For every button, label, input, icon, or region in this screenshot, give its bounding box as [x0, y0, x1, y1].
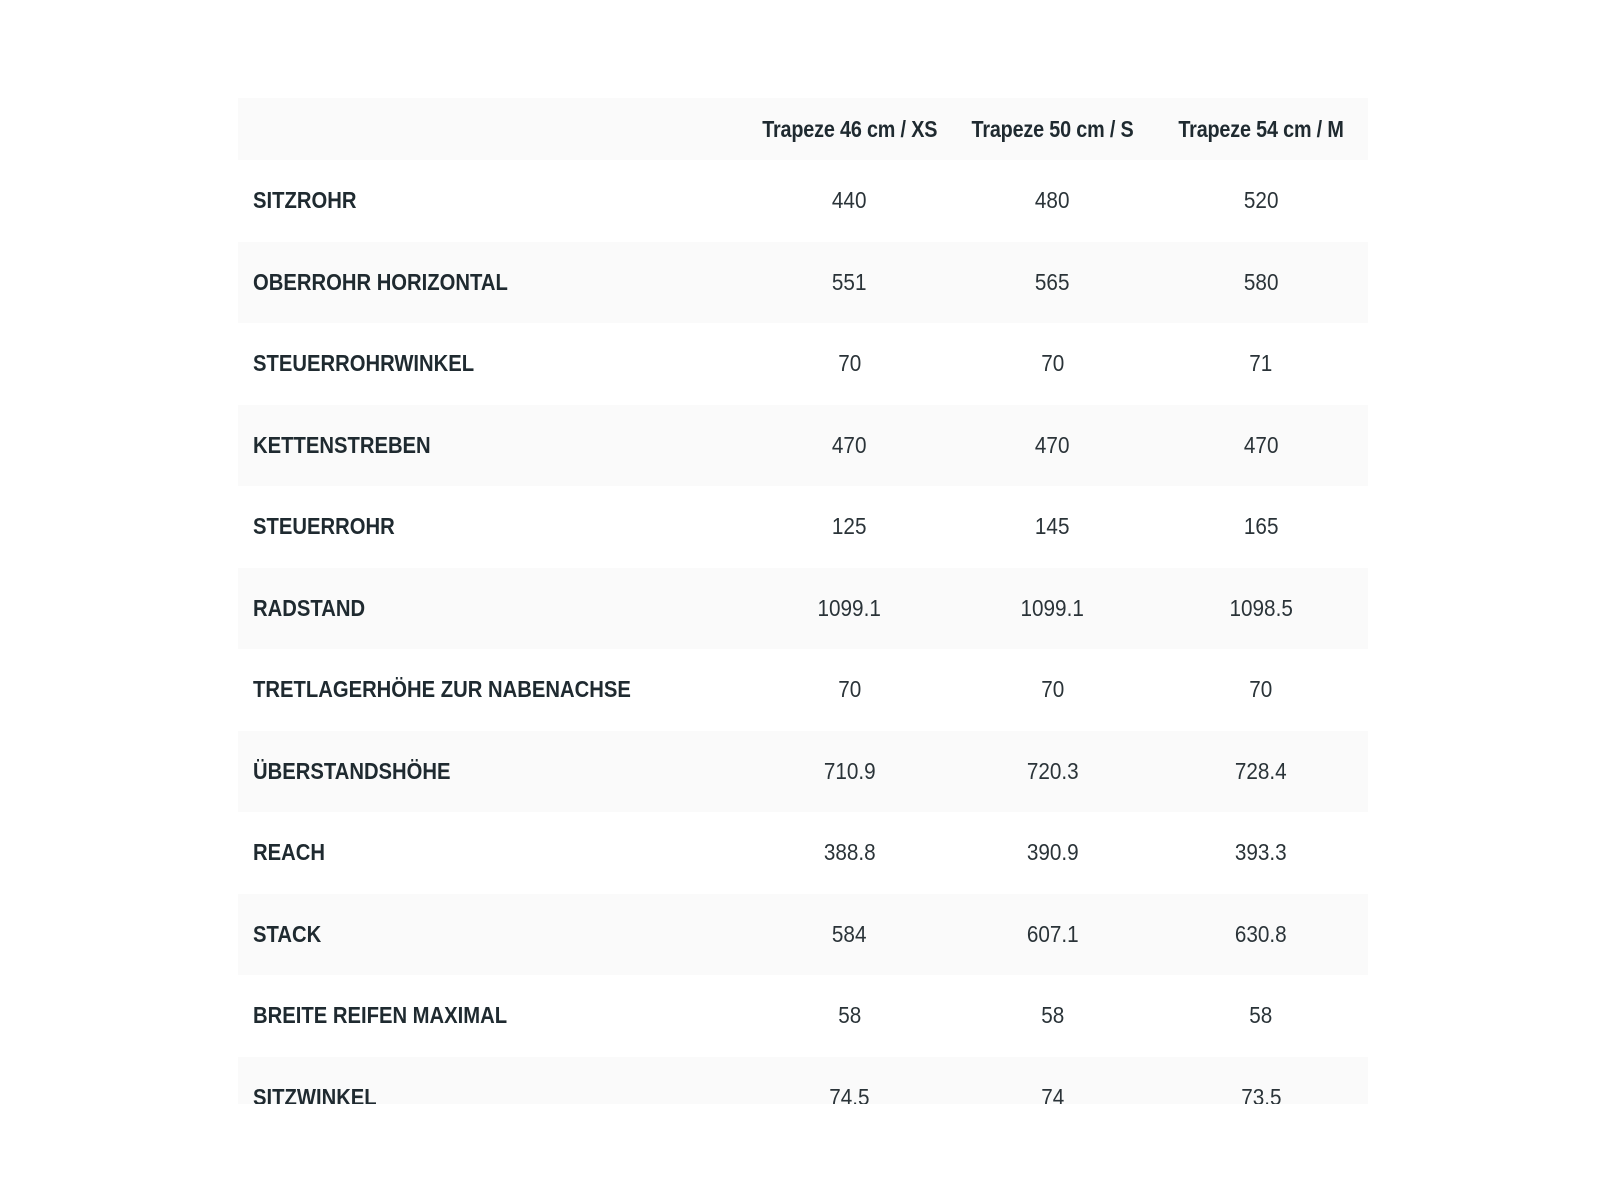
table-row: ÜBERSTANDSHÖHE 710.9 720.3 728.4: [238, 730, 1368, 812]
cell-value-m: 165: [1243, 513, 1279, 540]
row-label: STEUERROHRWINKEL: [253, 350, 475, 377]
cell-value-s: 390.9: [1026, 839, 1079, 866]
cell-value-m: 630.8: [1235, 920, 1287, 947]
cell-value-s: 70: [1040, 350, 1065, 377]
cell-value-m: 71: [1249, 350, 1273, 377]
row-label: SITZWINKEL: [253, 1083, 377, 1104]
cell-value-s: 1099.1: [1020, 594, 1085, 621]
cell-value-m: 1098.5: [1229, 594, 1293, 621]
row-label: SITZROHR: [253, 187, 357, 214]
table-row: SITZWINKEL 74.5 74 73.5: [238, 1056, 1368, 1104]
table-row: REACH 388.8 390.9 393.3: [238, 812, 1368, 894]
table-row: OBERROHR HORIZONTAL 551 565 580: [238, 241, 1368, 323]
row-label: OBERROHR HORIZONTAL: [253, 268, 508, 295]
cell-value-xs: 74.5: [829, 1083, 870, 1104]
cell-value-s: 607.1: [1026, 920, 1079, 947]
cell-value-xs: 70: [837, 676, 862, 703]
header-size-m: Trapeze 54 cm / M: [1178, 115, 1344, 142]
cell-value-xs: 1099.1: [817, 594, 882, 621]
table-row: STACK 584 607.1 630.8: [238, 893, 1368, 975]
cell-value-m: 470: [1243, 431, 1279, 458]
cell-value-s: 470: [1035, 431, 1070, 458]
row-label: ÜBERSTANDSHÖHE: [253, 757, 451, 784]
cell-value-m: 580: [1243, 268, 1279, 295]
row-label: TRETLAGERHÖHE ZUR NABENACHSE: [253, 676, 631, 703]
cell-value-xs: 388.8: [823, 839, 876, 866]
cell-value-xs: 58: [837, 1002, 862, 1029]
geometry-table: Trapeze 46 cm / XS Trapeze 50 cm / S Tra…: [238, 98, 1368, 1104]
cell-value-xs: 70: [837, 350, 862, 377]
header-empty: [274, 98, 713, 160]
cell-value-s: 565: [1035, 268, 1070, 295]
cell-value-s: 480: [1035, 187, 1070, 214]
table-header-row: Trapeze 46 cm / XS Trapeze 50 cm / S Tra…: [238, 98, 1368, 160]
cell-value-xs: 440: [832, 187, 867, 214]
cell-value-m: 393.3: [1235, 839, 1287, 866]
cell-value-s: 720.3: [1026, 757, 1079, 784]
cell-value-m: 520: [1243, 187, 1279, 214]
row-label: STACK: [253, 920, 322, 947]
header-size-xs: Trapeze 46 cm / XS: [762, 115, 938, 142]
cell-value-s: 145: [1035, 513, 1070, 540]
cell-value-m: 58: [1249, 1002, 1273, 1029]
row-label: BREITE REIFEN MAXIMAL: [253, 1002, 508, 1029]
row-label: RADSTAND: [253, 594, 366, 621]
table-row: STEUERROHRWINKEL 70 70 71: [238, 323, 1368, 405]
cell-value-m: 70: [1249, 676, 1273, 703]
header-size-s: Trapeze 50 cm / S: [971, 115, 1134, 142]
table-row: RADSTAND 1099.1 1099.1 1098.5: [238, 567, 1368, 649]
table-row: TRETLAGERHÖHE ZUR NABENACHSE 70 70 70: [238, 649, 1368, 731]
row-label: STEUERROHR: [253, 513, 395, 540]
cell-value-m: 728.4: [1235, 757, 1287, 784]
cell-value-xs: 584: [832, 920, 867, 947]
cell-value-xs: 470: [832, 431, 867, 458]
cell-value-s: 70: [1040, 676, 1065, 703]
table-row: SITZROHR 440 480 520: [238, 160, 1368, 242]
cell-value-m: 73.5: [1240, 1083, 1282, 1104]
cell-value-s: 74: [1040, 1083, 1065, 1104]
cell-value-xs: 125: [832, 513, 867, 540]
table-row: KETTENSTREBEN 470 470 470: [238, 404, 1368, 486]
row-label: REACH: [253, 839, 325, 866]
geometry-table-container: Trapeze 46 cm / XS Trapeze 50 cm / S Tra…: [238, 98, 1368, 1104]
cell-value-xs: 551: [832, 268, 867, 295]
table-row: BREITE REIFEN MAXIMAL 58 58 58: [238, 975, 1368, 1057]
table-row: STEUERROHR 125 145 165: [238, 486, 1368, 568]
row-label: KETTENSTREBEN: [253, 431, 431, 458]
cell-value-s: 58: [1040, 1002, 1065, 1029]
cell-value-xs: 710.9: [823, 757, 876, 784]
